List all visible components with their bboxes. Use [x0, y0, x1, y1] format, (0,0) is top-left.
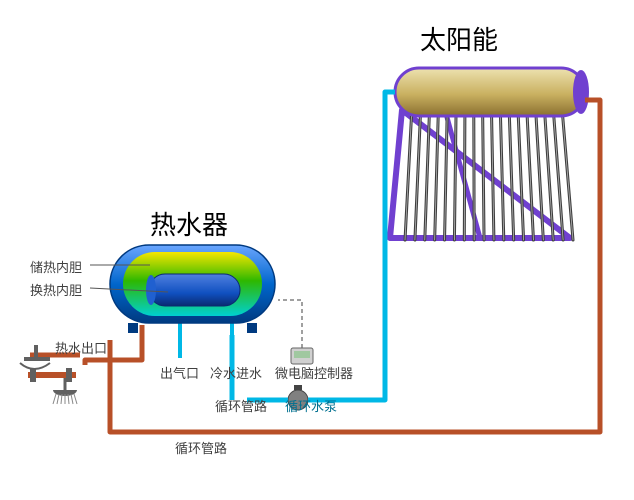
solar-title: 太阳能: [420, 20, 498, 57]
exchange-liner-label: 换热内胆: [30, 280, 82, 299]
air-outlet-label: 出气口: [160, 363, 199, 382]
diagram-canvas: [0, 0, 634, 500]
cold-water-in-label: 冷水进水: [210, 363, 262, 382]
circ-loop-label-2: 循环管路: [175, 438, 227, 457]
circ-loop-label-1: 循环管路: [215, 396, 267, 415]
micro-controller-label: 微电脑控制器: [275, 363, 353, 382]
circ-pump-label: 循环水泵: [285, 396, 337, 415]
heater-title: 热水器: [150, 205, 228, 242]
hot-water-out-label: 热水出口: [55, 338, 107, 357]
storage-liner-label: 储热内胆: [30, 257, 82, 276]
